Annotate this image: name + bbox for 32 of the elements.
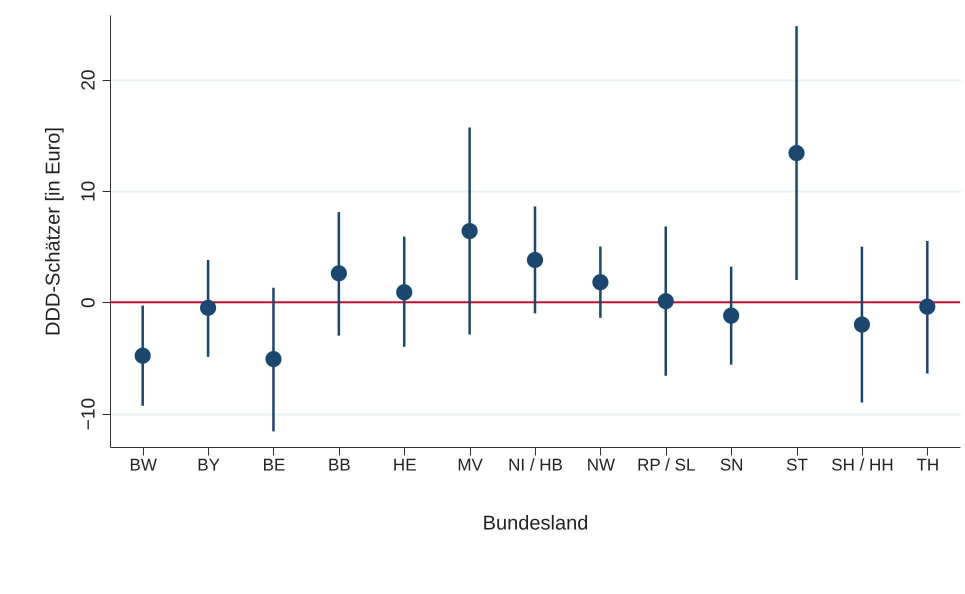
- point: [462, 222, 478, 240]
- x-tick-label: NI / HB: [508, 456, 563, 474]
- point: [396, 284, 412, 300]
- y-tick-label: 10: [78, 180, 100, 202]
- point: [200, 300, 216, 316]
- x-tick-label: MV: [457, 456, 484, 474]
- point: [526, 252, 544, 268]
- y-tick-label: 20: [78, 70, 100, 91]
- x-tick-label: BW: [129, 456, 157, 474]
- x-tick-label: TH: [916, 456, 940, 474]
- point: [592, 274, 608, 290]
- y-tick-label: 0: [78, 297, 100, 308]
- x-tick-label: SN: [720, 456, 744, 474]
- x-tick-label: RP / SL: [637, 456, 696, 474]
- point: [265, 350, 282, 368]
- point: [723, 308, 740, 324]
- y-tick-label: −10: [78, 398, 100, 430]
- x-tick-label: BY: [197, 456, 220, 474]
- x-tick-label: BB: [328, 456, 351, 474]
- x-tick-label: ST: [786, 456, 808, 474]
- x-axis-title: Bundesland: [482, 512, 588, 534]
- point: [854, 316, 870, 333]
- x-tick-label: BE: [262, 456, 286, 474]
- point: [788, 145, 805, 162]
- x-tick-label: NW: [586, 456, 616, 474]
- point: [919, 298, 936, 315]
- point: [134, 348, 151, 364]
- point: [658, 293, 674, 310]
- x-tick-label: HE: [392, 456, 417, 474]
- point: [330, 265, 347, 282]
- x-tick-label: SH / HH: [831, 456, 894, 474]
- y-axis-title: DDD-Schätzer [in Euro]: [42, 127, 64, 336]
